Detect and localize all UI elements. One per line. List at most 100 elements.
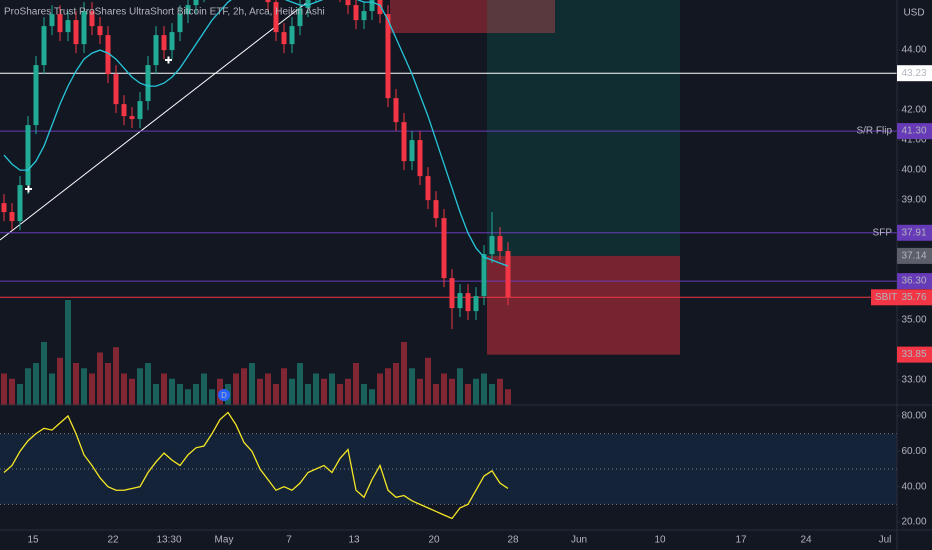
volume-bar: [169, 378, 175, 405]
volume-bar: [73, 363, 79, 405]
candle-body: [145, 65, 151, 102]
volume-bar: [97, 352, 103, 405]
volume-bar: [209, 389, 215, 405]
level-tag: [897, 65, 932, 82]
candle-body: [129, 116, 135, 120]
level-label: 43.23: [901, 68, 926, 79]
volume-bar: [425, 357, 431, 405]
volume-bar: [105, 363, 111, 405]
volume-bar: [1, 373, 7, 405]
volume-bar: [273, 384, 279, 405]
candle-body: [57, 14, 63, 33]
volume-bar: [377, 373, 383, 405]
volume-bar: [457, 368, 463, 405]
candle-body: [289, 26, 295, 45]
volume-bar: [297, 363, 303, 405]
candle-body: [481, 254, 487, 297]
volume-bar: [185, 389, 191, 405]
candle-body: [113, 74, 119, 105]
volume-bar: [161, 373, 167, 405]
level-label: 36.30: [901, 276, 926, 287]
rsi-pane: [0, 411, 897, 520]
candle-body: [193, 0, 199, 6]
volume-bar: [473, 378, 479, 405]
volume-bar: [25, 368, 31, 405]
candle-body: [49, 14, 55, 27]
volume-bar: [33, 363, 39, 405]
volume-bar: [89, 373, 95, 405]
stop-area: [487, 255, 680, 355]
y-tick-label: 40.00: [901, 165, 926, 176]
candle-body: [281, 32, 287, 45]
candle-body: [505, 251, 511, 298]
x-tick-label: Jul: [879, 535, 892, 546]
x-tick-label: 24: [800, 535, 812, 546]
level-tag: [897, 273, 932, 290]
volume-bar: [281, 368, 287, 405]
x-tick-label: 13:30: [156, 535, 181, 546]
y-tick-label: 33.00: [901, 375, 926, 386]
candle-body: [73, 20, 79, 45]
volume-bar: [65, 300, 71, 405]
volume-bar: [441, 373, 447, 405]
target-area: [487, 0, 680, 256]
candle-body: [377, 0, 383, 15]
volume-bar: [505, 389, 511, 405]
volume-bar: [481, 373, 487, 405]
level-tag: [897, 247, 932, 264]
candle-body: [137, 101, 143, 120]
volume-bar: [465, 384, 471, 405]
volume-bar: [313, 373, 319, 405]
basis-line: [3, 0, 509, 267]
x-tick-label: 20: [428, 535, 440, 546]
x-tick-label: Jun: [571, 535, 587, 546]
candle-body: [17, 185, 23, 222]
volume-bar: [409, 368, 415, 405]
volume-bar: [393, 363, 399, 405]
volume-bar: [201, 373, 207, 405]
candle-body: [449, 278, 455, 309]
volume-bar: [177, 384, 183, 405]
candle-body: [265, 0, 271, 3]
volume-bar: [401, 342, 407, 405]
volume-bar: [321, 378, 327, 405]
candle-body: [169, 32, 175, 51]
candle-body: [273, 2, 279, 33]
volume-bar: [385, 368, 391, 405]
candle-body: [177, 14, 183, 33]
x-tick-label: 28: [507, 535, 519, 546]
x-tick-label: 7: [286, 535, 292, 546]
rsi-tick-label: 20.00: [901, 517, 926, 528]
x-tick-label: May: [215, 535, 234, 546]
candle-body: [497, 236, 503, 252]
candle-body: [457, 293, 463, 309]
candle-body: [425, 176, 431, 201]
volume-bar: [129, 378, 135, 405]
rsi-tick-label: 40.00: [901, 481, 926, 492]
y-tick-label: 42.00: [901, 105, 926, 116]
volume-bar: [497, 378, 503, 405]
volume-bar: [233, 373, 239, 405]
candle-body: [417, 140, 423, 177]
volume-bar: [137, 368, 143, 405]
candle-body: [97, 26, 103, 36]
candle-body: [393, 98, 399, 123]
candle-body: [345, 0, 351, 6]
level-label: 33.85: [901, 349, 926, 360]
level-label: 35.76: [901, 292, 926, 303]
candle-body: [433, 200, 439, 219]
candle-body: [161, 35, 167, 51]
level-tag: [871, 289, 932, 306]
volume-bar: [49, 373, 55, 405]
candle-body: [473, 296, 479, 312]
volume-bar: [305, 384, 311, 405]
level-label: 37.91: [901, 227, 926, 238]
candle-body: [353, 5, 359, 21]
volume-bar: [241, 368, 247, 405]
x-tick-label: 10: [654, 535, 666, 546]
candle-body: [9, 212, 15, 222]
candle-body: [489, 236, 495, 255]
rsi-line: [3, 411, 509, 520]
